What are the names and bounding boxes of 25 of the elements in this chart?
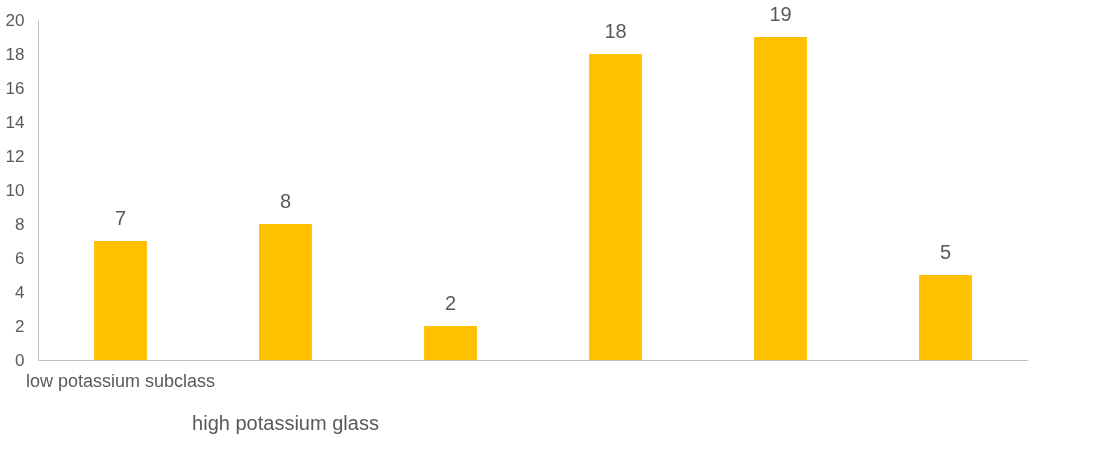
- y-tick-label: 12: [5, 146, 25, 166]
- bar: [94, 241, 147, 360]
- y-tick-label: 8: [15, 214, 25, 234]
- bar: [424, 326, 477, 360]
- data-label: 5: [939, 241, 952, 263]
- text: high potassium glass: [192, 412, 379, 434]
- y-tick-label: 10: [5, 180, 25, 200]
- bar: [754, 37, 807, 360]
- x-tick-label: low potassium subclass: [25, 370, 216, 391]
- y-tick-label: 18: [5, 44, 25, 64]
- bar: [259, 224, 312, 360]
- y-tick-label: 4: [15, 282, 25, 302]
- y-tick-label: 20: [5, 10, 25, 30]
- y-tick-label: 6: [15, 248, 25, 268]
- y-tick-label: 2: [15, 316, 25, 336]
- data-label: 8: [279, 190, 292, 212]
- data-label: 2: [444, 292, 457, 314]
- bar: [919, 275, 972, 360]
- data-label: 19: [769, 3, 792, 25]
- data-label: 18: [604, 20, 627, 42]
- y-tick-label: 16: [5, 78, 25, 98]
- y-tick-label: 14: [5, 112, 25, 132]
- bar: [589, 54, 642, 360]
- data-label: 7: [114, 207, 127, 229]
- y-tick-label: 0: [15, 350, 25, 370]
